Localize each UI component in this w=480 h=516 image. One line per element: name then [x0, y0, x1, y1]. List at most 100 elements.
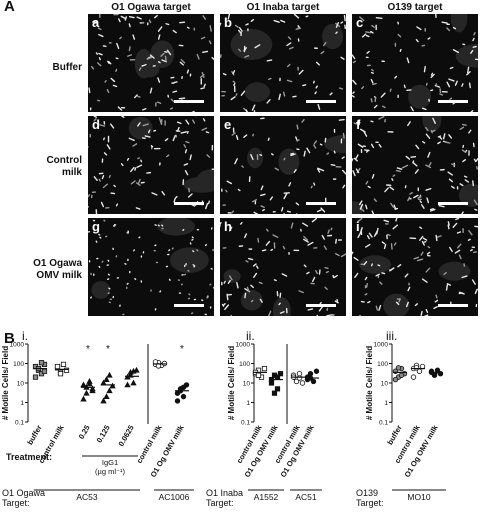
data-point: [180, 393, 187, 400]
y-tick-label: 0.1: [241, 420, 250, 427]
data-point: [54, 363, 61, 370]
panel-numeral: ii.: [246, 330, 255, 343]
tile-letter-label: a: [92, 15, 100, 30]
tile-letter-label: h: [224, 219, 232, 234]
data-point: [109, 382, 116, 389]
y-tick-label: 1: [246, 400, 250, 407]
y-tick-label: 100: [377, 361, 388, 368]
bacteria-field: [352, 116, 478, 214]
data-point: [41, 368, 48, 374]
igg-label: IgG1: [102, 458, 118, 467]
row-label-buffer: Buffer: [52, 62, 82, 73]
bacteria-field: [220, 14, 346, 112]
data-point: [293, 378, 300, 385]
treatment-label: Treatment:: [6, 452, 53, 462]
tile-letter-label: f: [356, 117, 361, 132]
micrograph-tile-d: d: [88, 116, 214, 214]
bacteria-field: [88, 218, 214, 316]
data-point: [274, 386, 281, 392]
data-point: [395, 365, 402, 371]
y-tick-label: 100: [13, 361, 24, 368]
data-point: [255, 372, 262, 378]
scale-bar: [174, 100, 204, 103]
tile-letter-label: i: [356, 219, 360, 234]
micrograph-tile-i: i: [352, 218, 478, 316]
bacteria-field: [221, 117, 346, 214]
target-strain-label: AC1006: [159, 492, 190, 502]
micrograph-tile-c: c: [352, 14, 478, 112]
bacteria-field: [352, 14, 478, 112]
data-point: [86, 380, 93, 387]
data-point: [130, 379, 137, 386]
micrograph-tile-f: f: [352, 116, 478, 214]
y-tick-label: 0.1: [15, 420, 24, 427]
tile-letter-label: g: [92, 219, 100, 234]
bacteria-field: [88, 14, 214, 112]
y-tick-label: 1000: [236, 342, 251, 349]
bacteria-field: [352, 218, 478, 316]
row-label-control-milk: Control milk: [46, 155, 82, 178]
bacteria-field: [220, 218, 346, 316]
data-point: [130, 367, 137, 374]
y-axis-label: # Motile Cells/ Field: [227, 346, 236, 420]
data-point: [83, 389, 90, 396]
target-strain-label: AC51: [295, 492, 317, 502]
target-label-inaba: O1 Inaba Target:: [206, 488, 244, 508]
scale-bar: [438, 304, 468, 307]
data-point: [106, 371, 113, 378]
data-point: [274, 374, 281, 380]
column-header-inaba: O1 Inaba target: [246, 2, 320, 13]
target-strain-label: MO10: [407, 492, 430, 502]
data-point: [63, 367, 70, 373]
y-axis-label: # Motile Cells/ Field: [1, 346, 10, 420]
data-point: [299, 380, 306, 386]
panel-b-label: B: [4, 330, 15, 347]
data-point: [80, 395, 87, 402]
data-point: [103, 393, 110, 400]
data-point: [268, 380, 275, 386]
column-header-ogawa: O1 Ogawa target: [111, 2, 191, 13]
column-header-o139: O139 target: [387, 2, 443, 13]
category-label: 0.25: [77, 424, 92, 441]
data-point: [89, 387, 96, 394]
y-tick-label: 1000: [10, 342, 25, 349]
panel-numeral: iii.: [386, 330, 397, 343]
target-label-ogawa: O1 Ogawa Target:: [2, 488, 46, 508]
micrograph-tile-a: a: [88, 14, 214, 112]
data-point: [174, 398, 181, 404]
scale-bar: [438, 202, 468, 205]
scale-bar: [174, 202, 204, 205]
data-point: [313, 368, 320, 374]
scale-bar: [306, 304, 336, 307]
y-tick-label: 1: [384, 400, 388, 407]
data-point: [307, 370, 314, 377]
data-point: [310, 378, 317, 385]
row-label-omv-milk: O1 Ogawa OMV milk: [33, 258, 82, 281]
y-tick-label: 10: [17, 381, 25, 388]
significance-star: *: [86, 344, 90, 355]
data-point: [103, 376, 110, 382]
data-point: [413, 365, 420, 371]
scale-bar: [174, 304, 204, 307]
y-tick-label: 10: [381, 381, 389, 388]
micrograph-tile-g: g: [88, 218, 214, 316]
tile-letter-label: d: [92, 117, 100, 132]
target-label-o139: O139 Target:: [356, 488, 384, 508]
data-point: [100, 397, 107, 404]
scale-bar: [306, 100, 336, 103]
micrograph-tile-e: e: [220, 116, 346, 214]
category-label: 0.125: [95, 424, 112, 445]
y-tick-label: 10: [243, 381, 251, 388]
panel-numeral: i.: [22, 330, 28, 343]
data-point: [32, 374, 39, 380]
category-label: buffer: [385, 423, 403, 446]
data-point: [60, 361, 67, 367]
y-tick-label: 1000: [374, 342, 389, 349]
tile-letter-label: b: [224, 15, 232, 30]
data-point: [180, 384, 187, 391]
scale-bar: [438, 100, 468, 103]
data-point: [296, 375, 303, 381]
micrograph-tile-b: b: [220, 14, 346, 112]
bacteria-field: [88, 116, 214, 214]
micrograph-tile-h: h: [220, 218, 346, 316]
